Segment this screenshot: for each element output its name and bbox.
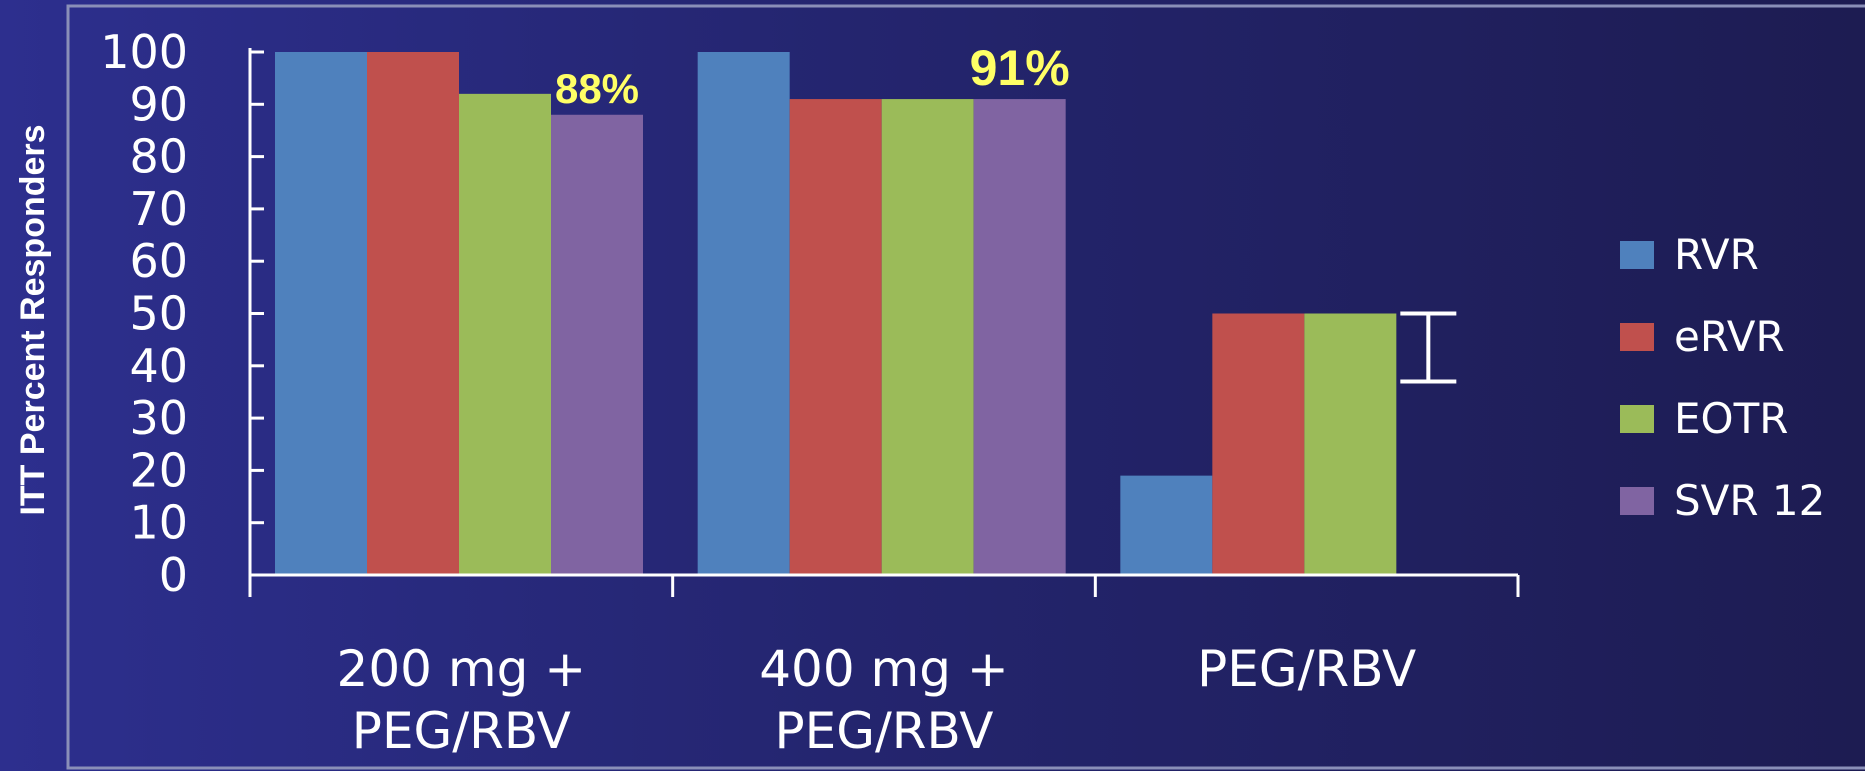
y-tick-label: 50	[129, 287, 188, 341]
legend-swatch	[1620, 487, 1654, 515]
y-tick-label: 80	[129, 130, 188, 184]
legend-label: RVR	[1674, 230, 1759, 279]
data-labels: 88% 91%	[555, 40, 1457, 384]
bar-eotr	[1304, 313, 1397, 574]
y-tick-label: 40	[129, 339, 188, 393]
bar-rvr	[1120, 475, 1213, 574]
bar-svr-12	[973, 99, 1066, 574]
bar-eotr	[459, 93, 551, 574]
x-category-label: PEG/RBV	[1197, 640, 1416, 698]
y-tick-label: 100	[100, 25, 188, 79]
x-category-label: PEG/RBV	[774, 702, 993, 760]
y-tick-label: 0	[159, 548, 188, 602]
x-category-label: PEG/RBV	[352, 702, 571, 760]
bar-eotr	[881, 99, 974, 574]
plot-frame	[66, 4, 1865, 770]
bar-ervr	[789, 99, 882, 574]
legend-swatch	[1620, 323, 1654, 351]
y-tick-label: 20	[129, 443, 188, 497]
legend-label: EOTR	[1674, 394, 1788, 443]
bar-svr-12	[551, 114, 643, 574]
legend: RVR eRVR EOTR SVR 12	[1620, 230, 1825, 525]
data-label: 88%	[555, 65, 639, 112]
bar-rvr	[275, 52, 367, 574]
bar-rvr	[697, 52, 790, 574]
legend-label: SVR 12	[1674, 476, 1825, 525]
x-category-label: 400 mg +	[759, 640, 1009, 698]
legend-swatch	[1620, 405, 1654, 433]
y-tick-label: 30	[129, 391, 188, 445]
bar-ervr	[367, 52, 459, 574]
data-label: 91%	[970, 40, 1070, 96]
y-tick-label: 70	[129, 182, 188, 236]
bar-ervr	[1212, 313, 1305, 574]
y-tick-label: 60	[129, 234, 188, 288]
y-tick-label: 90	[129, 77, 188, 131]
legend-label: eRVR	[1674, 312, 1785, 361]
legend-swatch	[1620, 241, 1654, 269]
bars	[275, 52, 1397, 574]
x-category-label: 200 mg +	[337, 640, 587, 698]
y-axis-label: ITT Percent Responders	[14, 124, 52, 515]
y-tick-label: 10	[129, 496, 188, 550]
